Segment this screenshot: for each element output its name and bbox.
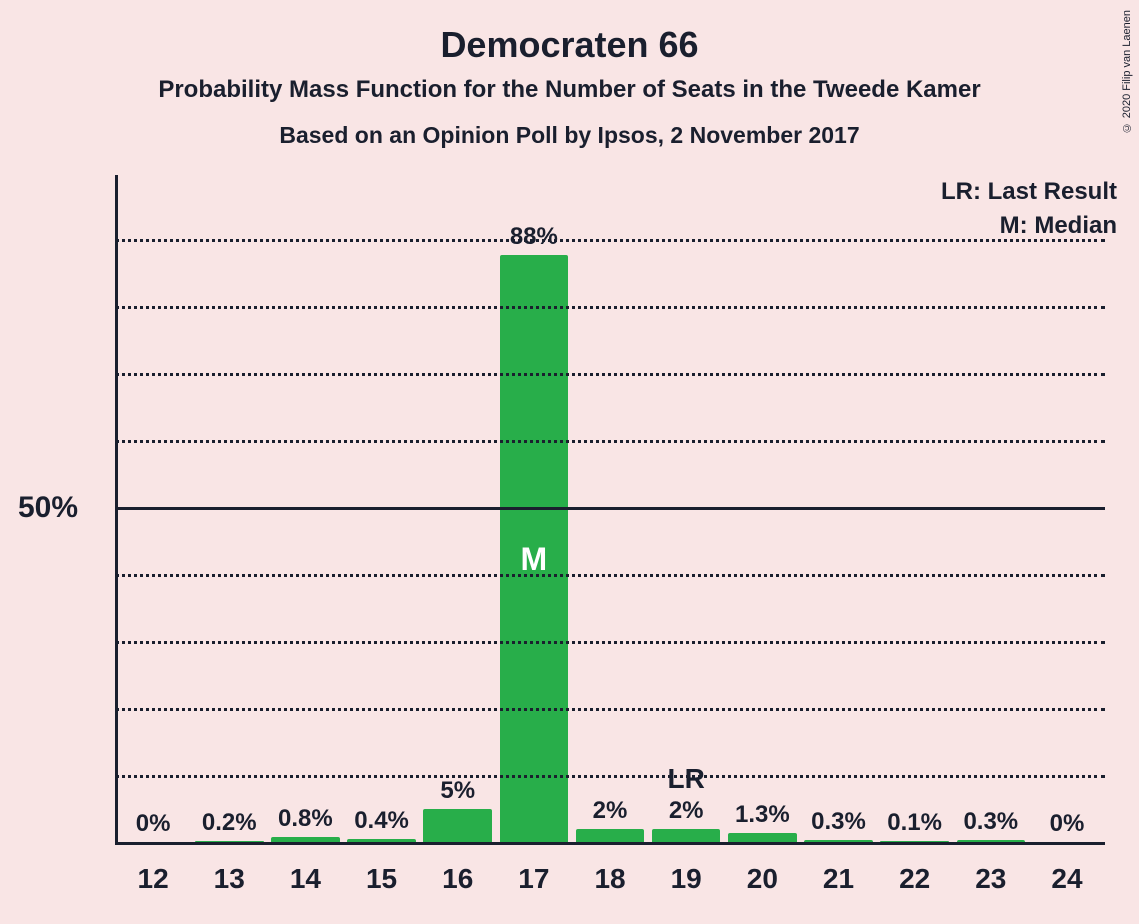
gridline	[115, 708, 1105, 711]
x-axis-labels: 12131415161718192021222324	[115, 863, 1105, 895]
bar-slot: 0%	[1029, 810, 1105, 842]
bar	[652, 829, 721, 842]
bar-slot: 0%	[115, 810, 191, 842]
x-axis-tick-label: 12	[115, 863, 191, 895]
bar-slot: 0.3%	[800, 808, 876, 842]
bar-slot: 5%	[420, 777, 496, 842]
gridline	[115, 775, 1105, 778]
x-axis-tick-label: 13	[191, 863, 267, 895]
plot-area: 0%0.2%0.8%0.4%5%88%M2%LR2%1.3%0.3%0.1%0.…	[115, 175, 1105, 845]
bar-value-label: 0%	[1050, 810, 1085, 838]
bar-value-label: 0.8%	[278, 805, 333, 833]
bar	[195, 841, 264, 842]
gridline	[115, 306, 1105, 309]
gridline	[115, 641, 1105, 644]
x-axis-tick-label: 18	[572, 863, 648, 895]
x-axis-tick-label: 23	[953, 863, 1029, 895]
x-axis	[115, 842, 1105, 845]
bar-slot: 1.3%	[724, 801, 800, 842]
x-axis-tick-label: 15	[343, 863, 419, 895]
gridline	[115, 373, 1105, 376]
bar-slot: 88% M	[496, 223, 572, 842]
bar-value-label: 0.4%	[354, 807, 409, 835]
x-axis-tick-label: 22	[877, 863, 953, 895]
x-axis-tick-label: 16	[420, 863, 496, 895]
bar	[804, 840, 873, 842]
gridline	[115, 574, 1105, 577]
bar-value-label: 0.3%	[811, 808, 866, 836]
bar-value-label: 0.2%	[202, 809, 257, 837]
x-axis-tick-label: 14	[267, 863, 343, 895]
chart-title: Democraten 66	[0, 24, 1139, 66]
bar-value-label: 2%	[669, 797, 704, 825]
bar	[347, 839, 416, 842]
x-axis-tick-label: 17	[496, 863, 572, 895]
bar	[271, 837, 340, 842]
bar-value-label: 0%	[136, 810, 171, 838]
bar-slot: 2%	[572, 797, 648, 842]
bar-value-label: 0.1%	[887, 809, 942, 837]
bar-value-label: 2%	[593, 797, 628, 825]
annotation-median: M	[521, 541, 548, 578]
gridline	[115, 239, 1105, 242]
gridline	[115, 440, 1105, 443]
bar-value-label: 88%	[510, 223, 558, 251]
bar-slot: 0.1%	[877, 809, 953, 842]
x-axis-tick-label: 24	[1029, 863, 1105, 895]
bar-value-label: 0.3%	[963, 808, 1018, 836]
bar-value-label: 5%	[440, 777, 475, 805]
bar-slot: 0.4%	[343, 807, 419, 842]
x-axis-tick-label: 20	[724, 863, 800, 895]
x-axis-tick-label: 21	[800, 863, 876, 895]
x-axis-tick-label: 19	[648, 863, 724, 895]
chart-subtitle-1: Probability Mass Function for the Number…	[0, 76, 1139, 104]
bar	[576, 829, 645, 842]
annotation-lr: LR	[668, 763, 705, 795]
bar-slot: 0.8%	[267, 805, 343, 842]
gridline-major	[115, 507, 1105, 510]
y-axis-tick-label: 50%	[18, 491, 78, 525]
chart-subtitle-2: Based on an Opinion Poll by Ipsos, 2 Nov…	[0, 122, 1139, 149]
bar	[728, 833, 797, 842]
bar-value-label: 1.3%	[735, 801, 790, 829]
bar-slot: 0.3%	[953, 808, 1029, 842]
bar-slot: 0.2%	[191, 809, 267, 842]
bar	[957, 840, 1026, 842]
bar	[423, 809, 492, 842]
bar	[880, 841, 949, 842]
